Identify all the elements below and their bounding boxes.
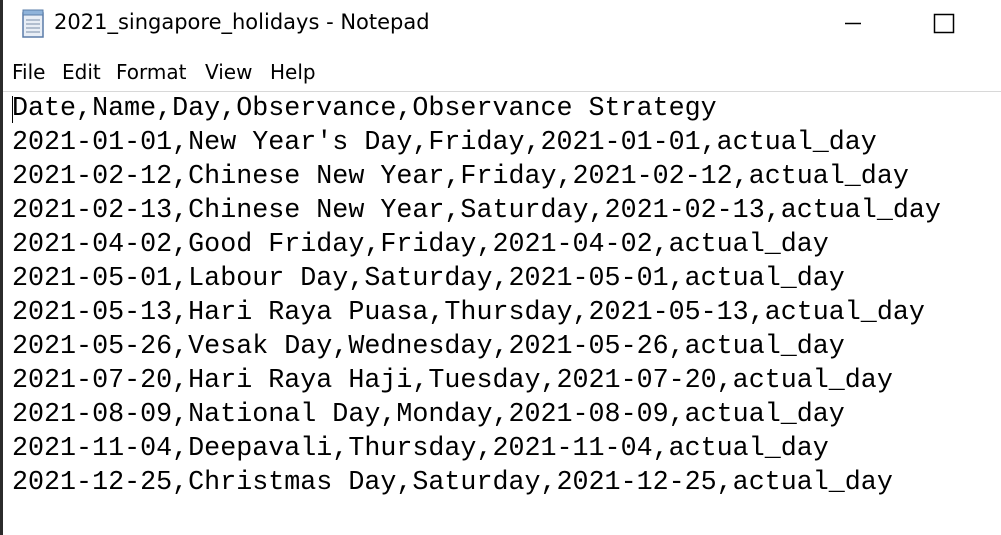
window-edge bbox=[0, 0, 3, 535]
text-line: 2021-04-02,Good Friday,Friday,2021-04-02… bbox=[12, 230, 829, 260]
text-line: 2021-05-01,Labour Day,Saturday,2021-05-0… bbox=[12, 264, 845, 294]
text-line: 2021-02-12,Chinese New Year,Friday,2021-… bbox=[12, 162, 909, 192]
menu-item[interactable]: File bbox=[12, 60, 46, 84]
text-area[interactable]: Date,Name,Day,Observance,Observance Stra… bbox=[12, 92, 941, 500]
app-icon bbox=[22, 9, 44, 38]
menu-item[interactable]: Help bbox=[270, 60, 316, 84]
text-line: 2021-11-04,Deepavali,Thursday,2021-11-04… bbox=[12, 434, 829, 464]
text-line: Date,Name,Day,Observance,Observance Stra… bbox=[12, 94, 717, 124]
text-line: 2021-07-20,Hari Raya Haji,Tuesday,2021-0… bbox=[12, 366, 893, 396]
text-line: 2021-12-25,Christmas Day,Saturday,2021-1… bbox=[12, 468, 893, 498]
text-caret bbox=[12, 96, 13, 123]
text-line: 2021-05-13,Hari Raya Puasa,Thursday,2021… bbox=[12, 298, 925, 328]
text-line: 2021-02-13,Chinese New Year,Saturday,202… bbox=[12, 196, 941, 226]
minimize-button[interactable] bbox=[823, 0, 883, 50]
text-line: 2021-01-01,New Year's Day,Friday,2021-01… bbox=[12, 128, 877, 158]
maximize-button[interactable] bbox=[913, 0, 973, 50]
text-line: 2021-08-09,National Day,Monday,2021-08-0… bbox=[12, 400, 845, 430]
menu-item[interactable]: Format bbox=[116, 60, 187, 84]
menu-item[interactable]: View bbox=[205, 60, 253, 84]
separator bbox=[3, 91, 1001, 92]
window-title: 2021_singapore_holidays - Notepad bbox=[54, 10, 430, 34]
text-line: 2021-05-26,Vesak Day,Wednesday,2021-05-2… bbox=[12, 332, 845, 362]
menu-item[interactable]: Edit bbox=[62, 60, 101, 84]
